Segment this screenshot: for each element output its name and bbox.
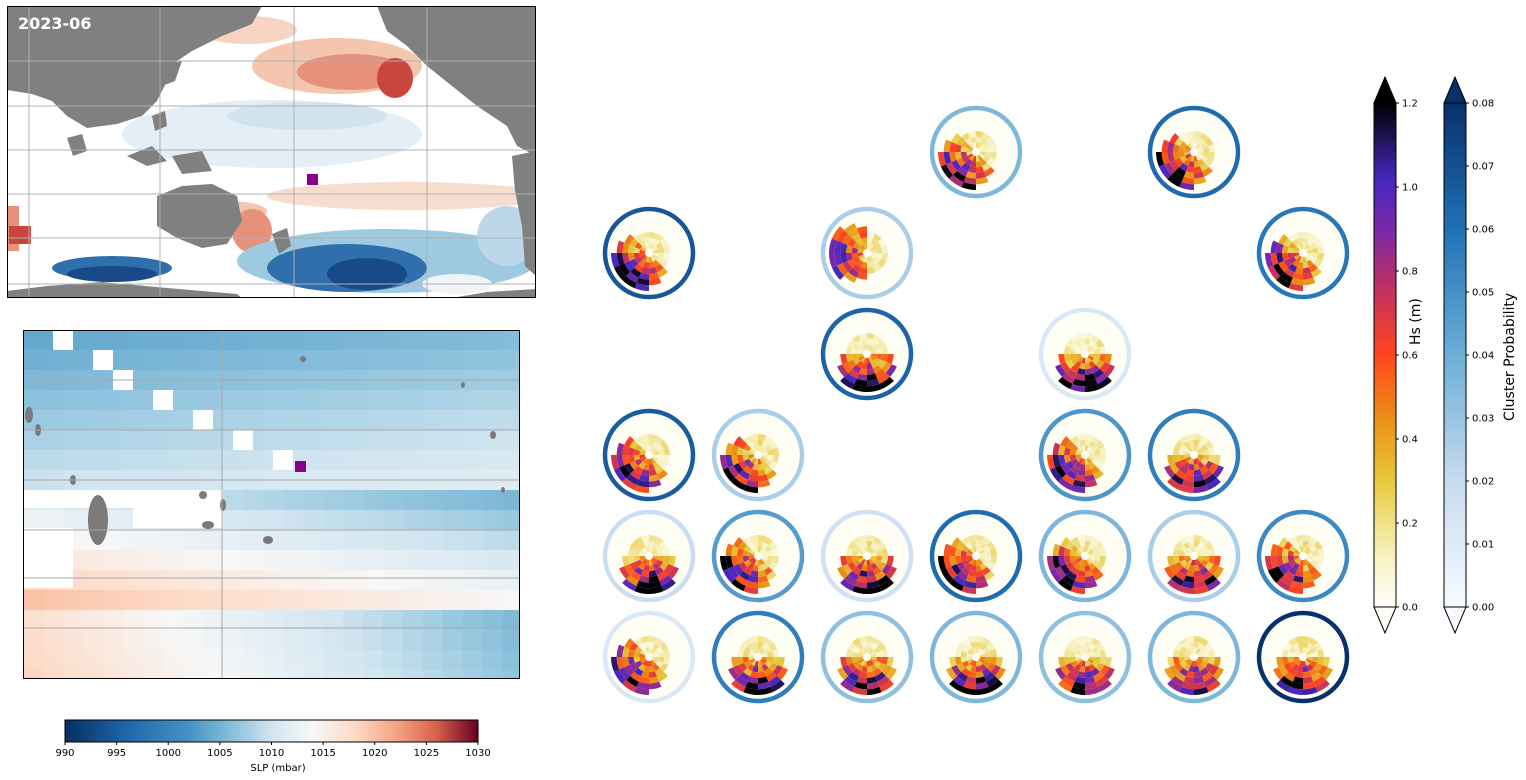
cluster-probability-ring (1147, 408, 1241, 502)
bottom-map-panel (23, 330, 520, 679)
cluster-rose-0-5 (1147, 105, 1241, 199)
cluster-rose-5-3 (929, 610, 1023, 704)
slp-tick-label: 1030 (465, 748, 490, 758)
slp-tick-label: 1025 (414, 748, 439, 758)
cluster-probability-ring (602, 206, 696, 300)
prob-colorbar-panel: 0.00 0.01 0.02 0.03 0.04 0.05 0.06 0.07 0.08 Clu… (1440, 75, 1526, 635)
prob-tick-label: 0.08 (1472, 99, 1494, 110)
cluster-rose-4-5 (1147, 509, 1241, 603)
slp-colorbar-label: SLP (mbar) (250, 763, 306, 774)
cluster-probability-ring (602, 509, 696, 603)
cluster-polar-grid (602, 105, 1350, 704)
cluster-rose-2-2 (820, 307, 914, 401)
slp-tick-label: 1010 (259, 748, 284, 758)
cluster-probability-ring (1038, 509, 1132, 603)
hs-tick-label: 0.4 (1402, 435, 1418, 446)
cluster-probability-ring (1256, 610, 1350, 704)
prob-tick-label: 0.03 (1472, 414, 1494, 425)
cluster-probability-ring (1038, 408, 1132, 502)
bottom-slp-map (23, 330, 520, 679)
hs-tick-label: 0.6 (1402, 351, 1418, 362)
bottom-map-islands (25, 356, 505, 545)
prob-colorbar-label: Cluster Probability (1502, 292, 1518, 421)
cluster-probability-ring (602, 408, 696, 502)
slp-tick-label: 1015 (310, 748, 335, 758)
slp-tick-label: 995 (107, 748, 126, 758)
cluster-rose-3-5 (1147, 408, 1241, 502)
prob-tick-label: 0.07 (1472, 162, 1494, 173)
prob-tick-label: 0.04 (1472, 351, 1494, 362)
top-anomaly-map (7, 6, 536, 298)
cluster-rose-1-0 (602, 206, 696, 300)
prob-tick-label: 0.02 (1472, 477, 1494, 488)
cluster-probability-ring (1038, 307, 1132, 401)
cluster-probability-ring (929, 105, 1023, 199)
cluster-probability-ring (1256, 206, 1350, 300)
hs-colorbar-label: Hs (m) (1408, 298, 1424, 345)
prob-tick-label: 0.00 (1472, 603, 1494, 614)
cluster-probability-ring (1147, 610, 1241, 704)
cluster-probability-ring (1147, 509, 1241, 603)
polar-grid-panel (590, 95, 1370, 720)
cluster-rose-4-6 (1256, 509, 1350, 603)
cluster-rose-2-4 (1038, 307, 1132, 401)
cluster-rose-4-2 (820, 509, 914, 603)
cluster-probability-ring (820, 610, 914, 704)
cluster-rose-5-6 (1256, 610, 1350, 704)
slp-tick-label: 1020 (362, 748, 387, 758)
cluster-probability-ring (929, 610, 1023, 704)
cluster-rose-5-4 (1038, 610, 1132, 704)
slp-tick-label: 1005 (207, 748, 232, 758)
hs-colorbar: 0.0 0.2 0.4 0.6 0.8 1.0 1.2 (1373, 75, 1418, 635)
hs-tick-label: 0.8 (1402, 267, 1418, 278)
cluster-probability-ring (1038, 610, 1132, 704)
slp-colorbar-panel: 990 995 1000 1005 1010 1015 1020 1025 1030 SLP (… (40, 718, 510, 778)
cluster-probability-ring (711, 509, 805, 603)
cluster-rose-4-3 (929, 509, 1023, 603)
cluster-rose-0-3 (929, 105, 1023, 199)
cluster-probability-ring (1256, 509, 1350, 603)
cluster-probability-ring (820, 307, 914, 401)
prob-tick-label: 0.01 (1472, 540, 1494, 551)
cluster-rose-5-0 (602, 610, 696, 704)
hs-tick-label: 1.0 (1402, 183, 1418, 194)
prob-tick-label: 0.06 (1472, 225, 1494, 236)
cluster-rose-3-1 (711, 408, 805, 502)
top-map-anomaly-field (7, 16, 536, 294)
cluster-probability-ring (820, 509, 914, 603)
cluster-probability-ring (602, 610, 696, 704)
cluster-rose-5-5 (1147, 610, 1241, 704)
cluster-probability-ring (711, 610, 805, 704)
top-map-location-marker (307, 174, 318, 185)
cluster-probability-ring (1147, 105, 1241, 199)
cluster-rose-4-1 (711, 509, 805, 603)
slp-tick-label: 990 (55, 748, 74, 758)
cluster-rose-4-0 (602, 509, 696, 603)
bottom-map-grid (23, 330, 520, 679)
cluster-probability-ring (711, 408, 805, 502)
top-map-panel: 2023-06 (7, 6, 536, 298)
cluster-rose-1-2 (820, 206, 914, 300)
top-map-date-label: 2023-06 (18, 14, 92, 33)
hs-tick-label: 0.2 (1402, 519, 1418, 530)
slp-colorbar: 990 995 1000 1005 1010 1015 1020 1025 1030 (55, 719, 491, 758)
probability-colorbar: 0.00 0.01 0.02 0.03 0.04 0.05 0.06 0.07 0.08 (1443, 75, 1494, 635)
hs-tick-label: 1.2 (1402, 99, 1418, 110)
cluster-rose-3-4 (1038, 408, 1132, 502)
cluster-rose-4-4 (1038, 509, 1132, 603)
cluster-rose-1-6 (1256, 206, 1350, 300)
slp-tick-label: 1000 (156, 748, 181, 758)
cluster-rose-5-2 (820, 610, 914, 704)
prob-tick-label: 0.05 (1472, 288, 1494, 299)
top-map-grid (7, 6, 536, 298)
cluster-probability-ring (820, 206, 914, 300)
hs-tick-label: 0.0 (1402, 603, 1418, 614)
bottom-map-location-marker (295, 461, 306, 472)
cluster-rose-3-0 (602, 408, 696, 502)
hs-colorbar-panel: 0.0 0.2 0.4 0.6 0.8 1.0 1.2 Hs (m) (1370, 75, 1440, 635)
cluster-rose-5-1 (711, 610, 805, 704)
cluster-probability-ring (929, 509, 1023, 603)
